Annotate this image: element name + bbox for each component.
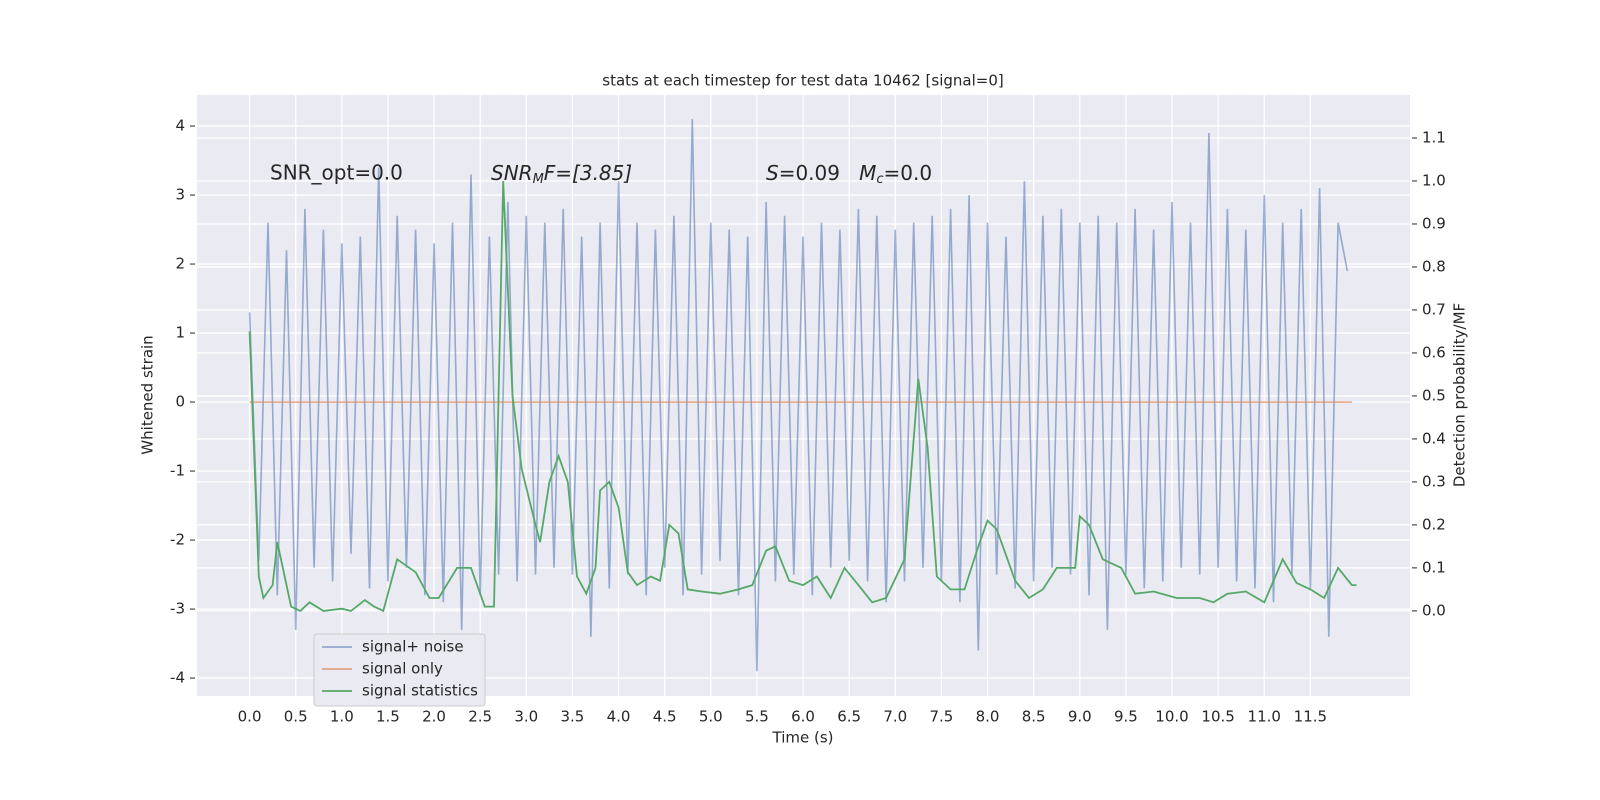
annotation-part: SNR bbox=[491, 161, 533, 185]
y2-tick-label: 0.3 bbox=[1422, 472, 1446, 490]
y2-tick-label: 0.6 bbox=[1422, 343, 1446, 361]
legend-label: signal only bbox=[362, 660, 443, 678]
x-tick-label: 0.5 bbox=[284, 708, 308, 726]
y-tick-label: -2 bbox=[170, 531, 185, 549]
x-tick-label: 9.0 bbox=[1068, 708, 1092, 726]
y-tick-label: 3 bbox=[175, 186, 185, 204]
x-tick-label: 11.0 bbox=[1248, 708, 1281, 726]
y2-tick-label: 0.2 bbox=[1422, 515, 1446, 533]
y2-tick-label: 0.1 bbox=[1422, 558, 1446, 576]
y2-tick-label: 0.0 bbox=[1422, 601, 1446, 619]
x-tick-label: 0.0 bbox=[238, 708, 262, 726]
annotation-part: S bbox=[766, 161, 779, 185]
x-tick-label: 3.0 bbox=[514, 708, 538, 726]
x-tick-label: 11.5 bbox=[1294, 708, 1327, 726]
x-tick-label: 8.5 bbox=[1022, 708, 1046, 726]
x-tick-label: 10.5 bbox=[1201, 708, 1234, 726]
x-tick-label: 7.5 bbox=[929, 708, 953, 726]
x-tick-label: 4.0 bbox=[607, 708, 631, 726]
x-tick-label: 9.5 bbox=[1114, 708, 1138, 726]
y2-tick-label: 0.4 bbox=[1422, 429, 1446, 447]
x-tick-label: 6.0 bbox=[791, 708, 815, 726]
y-tick-label: 1 bbox=[175, 324, 185, 342]
annotation-part: M bbox=[533, 172, 544, 187]
x-tick-label: 3.5 bbox=[561, 708, 585, 726]
x-tick-label: 5.0 bbox=[699, 708, 723, 726]
series-line bbox=[248, 119, 1349, 672]
x-tick-label: 5.5 bbox=[745, 708, 769, 726]
annotation-part: F=[3.85] bbox=[544, 161, 632, 185]
y-tick-label: -1 bbox=[170, 462, 185, 480]
legend-label: signal+ noise bbox=[362, 638, 464, 656]
x-tick-label: 7.0 bbox=[883, 708, 907, 726]
y2-tick-label: 0.5 bbox=[1422, 386, 1446, 404]
annotation-part: c bbox=[876, 172, 883, 187]
x-tick-label: 1.0 bbox=[330, 708, 354, 726]
y-tick-label: -3 bbox=[170, 600, 185, 618]
legend: signal+ noise signal only signal statistic… bbox=[313, 633, 486, 707]
annotation: SNRMF=[3.85] bbox=[491, 161, 632, 187]
y-tick-label: -4 bbox=[170, 669, 185, 687]
x-axis-label: Time (s) bbox=[772, 729, 834, 747]
y2-tick-label: 1.0 bbox=[1422, 171, 1446, 189]
y-tick-label: 4 bbox=[175, 117, 185, 135]
marks bbox=[248, 119, 1357, 672]
annotation-part: =0.0 bbox=[884, 161, 933, 185]
annotation: S=0.09 Mc=0.0 bbox=[766, 161, 932, 187]
x-tick-label: 6.5 bbox=[837, 708, 861, 726]
x-tick-label: 10.0 bbox=[1155, 708, 1188, 726]
y-tick-label: 2 bbox=[175, 255, 185, 273]
y2-tick-label: 0.8 bbox=[1422, 257, 1446, 275]
annotation: SNR_opt=0.0 bbox=[270, 161, 403, 185]
y2-axis-label: Detection probability/MF bbox=[1451, 303, 1469, 487]
y2-tick-label: 0.9 bbox=[1422, 214, 1446, 232]
x-tick-label: 2.5 bbox=[468, 708, 492, 726]
y-tick-label: 0 bbox=[175, 393, 185, 411]
annotation-part: M bbox=[859, 161, 876, 185]
y2-tick-label: 0.7 bbox=[1422, 300, 1446, 318]
x-tick-label: 8.0 bbox=[976, 708, 1000, 726]
chart-title: stats at each timestep for test data 104… bbox=[602, 72, 1003, 90]
y-axis-label: Whitened strain bbox=[139, 335, 157, 454]
annotation-part: =0.09 bbox=[779, 161, 859, 185]
series-line bbox=[248, 180, 1357, 613]
x-tick-label: 1.5 bbox=[376, 708, 400, 726]
x-tick-label: 4.5 bbox=[653, 708, 677, 726]
y2-tick-label: 1.1 bbox=[1422, 128, 1446, 146]
legend-label: signal statistics bbox=[362, 682, 478, 700]
legend-box bbox=[313, 633, 486, 707]
x-tick-label: 2.0 bbox=[422, 708, 446, 726]
